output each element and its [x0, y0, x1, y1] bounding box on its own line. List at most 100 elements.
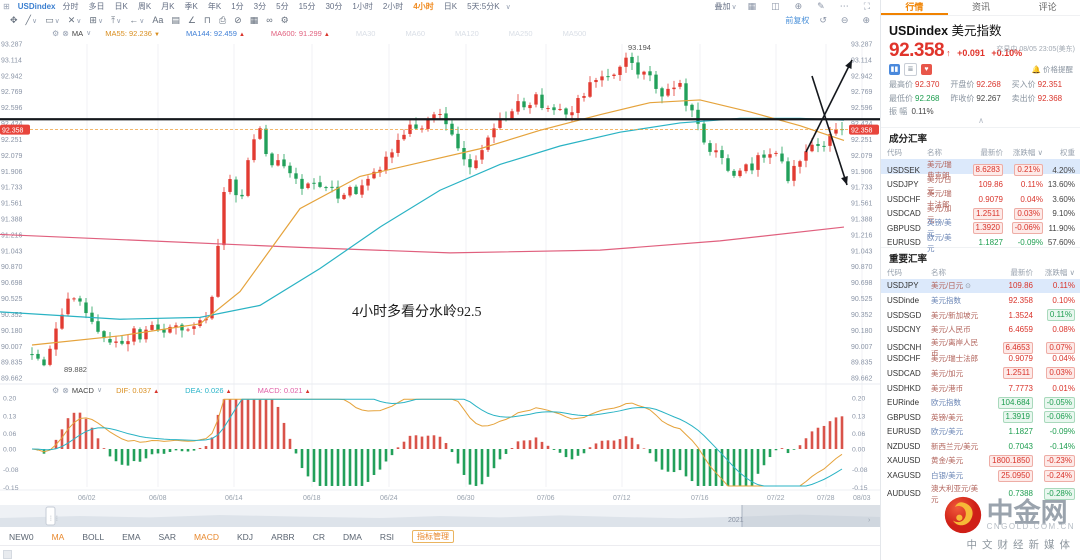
hide-tool-icon[interactable]: ⊘: [234, 14, 242, 25]
indicator-value-0[interactable]: DIF: 0.037 ▲: [116, 385, 160, 395]
arrow-tool-icon-caret[interactable]: ∨: [139, 18, 145, 25]
timeframe-年K[interactable]: 年K: [207, 2, 222, 11]
indicator-tab-NEW0[interactable]: NEW0: [9, 531, 34, 542]
timeframe-月K[interactable]: 月K: [161, 2, 175, 11]
move-tool-icon[interactable]: ✥: [10, 14, 18, 25]
indicator-tab-CR[interactable]: CR: [312, 531, 325, 542]
table-row-USDSGD[interactable]: USDSGD 美元/新加坡元 1.3524 0.11%: [881, 308, 1080, 323]
add-panel-icon[interactable]: ⊕: [794, 1, 803, 11]
indicator-tab-RSI[interactable]: RSI: [379, 531, 395, 542]
ruler-tool-icon[interactable]: ⊓: [203, 14, 211, 25]
table-row-EURinde[interactable]: EURinde 欧元指数 104.684 -0.05%: [881, 395, 1080, 410]
rect-tool-icon[interactable]: ▭∨: [45, 14, 60, 25]
ma-hide-icon[interactable]: ⊗: [62, 28, 69, 38]
layout-icon[interactable]: ◫: [771, 1, 780, 11]
indicator-value-1[interactable]: DEA: 0.026 ▲: [185, 385, 232, 395]
table-row-EURUSD[interactable]: EURUSD 欧元/美元 1.1827 -0.09%: [881, 425, 1080, 440]
print-tool-icon[interactable]: ⎙: [218, 14, 227, 25]
col-header-1[interactable]: 名称: [927, 148, 942, 157]
indicator-tab-BOLL[interactable]: BOLL: [82, 531, 105, 542]
indicator-tab-MACD[interactable]: MACD: [193, 531, 219, 542]
cross-tool-icon[interactable]: ✕∨: [67, 14, 82, 25]
zoom-out-icon[interactable]: ⊖: [840, 14, 849, 25]
grid-tool-icon-caret[interactable]: ∨: [97, 17, 104, 25]
macd-group-label[interactable]: MACD: [71, 385, 94, 395]
timeframe-分时[interactable]: 分时: [62, 2, 79, 11]
export-tool-icon[interactable]: ⤒∨: [111, 14, 122, 25]
col-header-1[interactable]: 名称: [931, 267, 946, 277]
macd-hide-icon[interactable]: ⊗: [62, 385, 69, 395]
timeframe-3分[interactable]: 3分: [253, 2, 267, 11]
adjust-mode-button[interactable]: 前复权: [785, 15, 810, 25]
timeframe-周K[interactable]: 周K: [137, 2, 152, 11]
table-row-USDCAD[interactable]: USDCAD 美元/加元 1.2511 0.03%: [881, 366, 1080, 381]
angle-tool-icon[interactable]: ∠: [187, 14, 196, 25]
ma-group-label[interactable]: MA: [71, 28, 84, 38]
symbol-label[interactable]: USDindex: [17, 2, 56, 11]
col-header-3[interactable]: 涨跌幅 ∨: [1044, 267, 1075, 277]
indicator-tab-MA[interactable]: MA: [51, 531, 65, 542]
panel-tab-资讯[interactable]: 资讯: [972, 2, 991, 12]
more-icon[interactable]: ⋯: [839, 1, 849, 11]
col-header-3[interactable]: 涨跌幅 ∨: [1012, 148, 1043, 157]
arrow-tool-icon[interactable]: ←∨: [129, 15, 145, 25]
symbol-menu-icon[interactable]: ⊞: [3, 2, 10, 11]
export-tool-icon-caret[interactable]: ∨: [116, 17, 122, 25]
table-row-GBPUSD[interactable]: GBPUSD 英镑/美元 1.3920 -0.06% 11.90%: [881, 217, 1080, 238]
comment-tool-icon[interactable]: ▤: [171, 14, 180, 25]
table-row-USDCHF[interactable]: USDCHF 美元/瑞士法郎 0.9079 0.04% 3.60%: [881, 188, 1080, 209]
indicator-tab-EMA[interactable]: EMA: [122, 531, 141, 542]
table-row-USDinde[interactable]: USDinde 美元指数 92.358 0.10%: [881, 293, 1080, 308]
navigator-left-handle[interactable]: [45, 506, 56, 526]
timeframe-more-icon[interactable]: ∨: [505, 3, 511, 11]
text-tool-icon[interactable]: Aa: [152, 15, 164, 25]
indicator-tab-ARBR[interactable]: ARBR: [271, 531, 295, 542]
timeframe-1分[interactable]: 1分: [231, 2, 244, 11]
table-row-AUDUSD[interactable]: AUDUSD 澳大利亚元/美元 0.7388 -0.28%: [881, 483, 1080, 504]
table-row-USDJPY[interactable]: USDJPY 美元/日元 109.86 0.11% 13.60%: [881, 174, 1080, 195]
indicator-manage-button[interactable]: 指标管理: [412, 530, 455, 543]
table-row-USDCNH[interactable]: USDCNH 美元/离岸人民币 6.4653 0.07%: [881, 337, 1080, 358]
col-header-0[interactable]: 代码: [887, 148, 902, 157]
fullscreen-icon[interactable]: ⛶: [863, 1, 870, 11]
timeframe-30分[interactable]: 30分: [325, 2, 343, 11]
candlestick-chart[interactable]: 93.287 93.287 93.114 93.114 92.942 92.942 92.7…: [0, 38, 880, 528]
zoom-in-icon[interactable]: ⊕: [862, 14, 870, 25]
overlay-button[interactable]: 叠加∨: [714, 2, 737, 11]
timeframe-4小时[interactable]: 4小时: [413, 2, 434, 11]
calendar-tool-icon[interactable]: ▦: [249, 14, 259, 25]
indicator-value-2[interactable]: MACD: 0.021 ▲: [257, 385, 311, 395]
favorite-icon[interactable]: ♥: [921, 63, 932, 75]
cross-tool-icon-caret[interactable]: ∨: [76, 17, 82, 25]
timeframe-5天:5分K[interactable]: 5天:5分K: [467, 2, 500, 11]
table-row-USDHKD[interactable]: USDHKD 美元/港币 7.7773 0.01%: [881, 381, 1080, 396]
table-row-NZDUSD[interactable]: NZDUSD 新西兰元/美元 0.7043 -0.14%: [881, 439, 1080, 454]
indicator-value-0[interactable]: MA55: 92.236 ▼: [105, 28, 160, 38]
indicator-value-1[interactable]: MA144: 92.459 ▲: [186, 28, 245, 38]
timeframe-15分[interactable]: 15分: [298, 2, 316, 11]
table-row-USDJPY[interactable]: USDJPY 美元/日元 ⊙ 109.86 0.11%: [881, 278, 1080, 294]
collapse-chevron-icon[interactable]: ∧: [978, 116, 984, 125]
grid-tool-icon[interactable]: ⊞∨: [89, 14, 104, 25]
panel-tab-评论[interactable]: 评论: [1038, 2, 1057, 12]
macd-dropdown-icon[interactable]: ∨: [96, 387, 103, 394]
timeframe-多日[interactable]: 多日: [88, 2, 105, 11]
trendline-tool-icon[interactable]: ╱∨: [25, 14, 38, 25]
kline-icon[interactable]: ▮▮: [889, 63, 900, 75]
focus-icon[interactable]: ⊙: [965, 283, 971, 291]
table-row-USDCAD[interactable]: USDCAD 美元/加元 1.2511 0.03% 9.10%: [881, 203, 1080, 224]
drawn-arrow[interactable]: [811, 75, 848, 186]
ma-dropdown-icon[interactable]: ∨: [86, 30, 92, 37]
rect-tool-icon-caret[interactable]: ∨: [54, 17, 60, 25]
indicator-tab-KDJ[interactable]: KDJ: [237, 531, 254, 542]
col-header-0[interactable]: 代码: [887, 267, 902, 277]
trendline-tool-icon-caret[interactable]: ∨: [31, 17, 38, 25]
table-row-EURUSD[interactable]: EURUSD 欧元/美元 1.1827 -0.09% 57.60%: [881, 232, 1080, 253]
link-tool-icon[interactable]: ∞: [266, 15, 273, 25]
indicator-value-2[interactable]: MA600: 91.299 ▲: [270, 28, 330, 38]
timeframe-1小时[interactable]: 1小时: [352, 2, 373, 11]
list-icon[interactable]: ≣: [904, 62, 917, 76]
col-header-2[interactable]: 最新价: [980, 148, 1004, 157]
compare-icon[interactable]: ▦: [747, 1, 757, 11]
table-row-USDSEK[interactable]: USDSEK 美元/瑞典克朗 8.6283 0.21% 4.20%: [881, 159, 1080, 180]
